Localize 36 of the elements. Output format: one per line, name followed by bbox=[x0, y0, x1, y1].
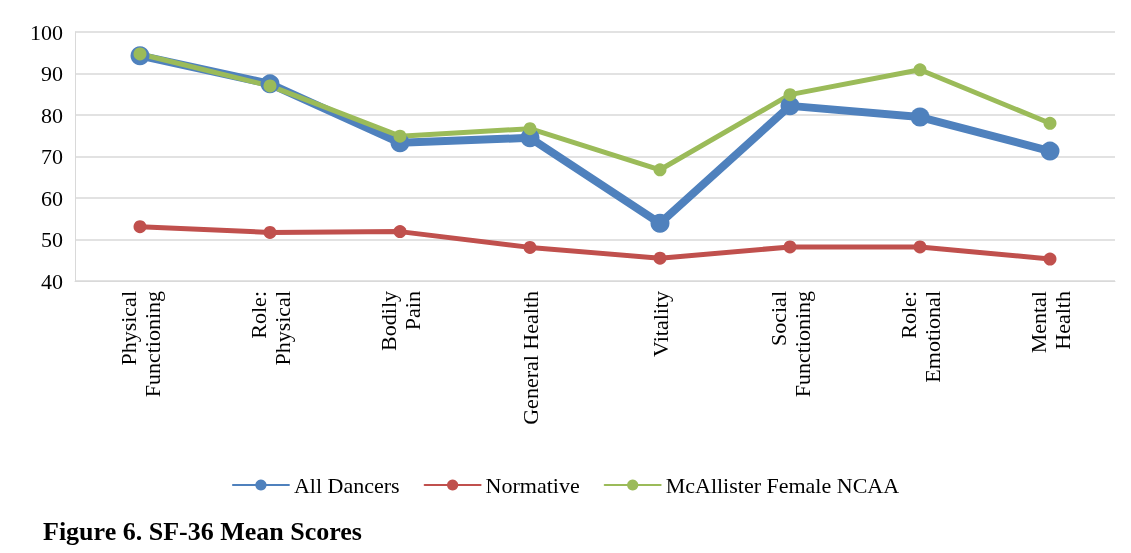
x-tick-label: Mental Health bbox=[1025, 291, 1075, 354]
y-tick-label: 50 bbox=[41, 227, 63, 252]
point bbox=[523, 122, 537, 136]
point bbox=[1043, 252, 1057, 266]
point bbox=[653, 251, 667, 265]
x-tick-label: Social Functioning bbox=[765, 291, 815, 398]
text: Figure 6. SF-36 Mean Scores bbox=[43, 516, 362, 546]
point bbox=[263, 225, 277, 239]
x-tick-label: General Health bbox=[517, 291, 543, 425]
y-tick-label: 70 bbox=[41, 144, 63, 169]
point bbox=[913, 240, 927, 254]
x-tick-label: Physical Functioning bbox=[115, 291, 165, 398]
legend-label: Normative bbox=[485, 472, 580, 498]
point bbox=[393, 225, 407, 239]
x-tick-label: Bodily Pain bbox=[375, 291, 425, 351]
y-tick-label: 90 bbox=[41, 61, 63, 86]
x-tick-label: Vitality bbox=[647, 291, 673, 357]
point bbox=[913, 63, 927, 77]
point bbox=[523, 240, 537, 254]
point bbox=[650, 213, 670, 233]
legend-label: McAllister Female NCAA bbox=[665, 472, 900, 498]
legend-label: All Dancers bbox=[293, 472, 400, 498]
point bbox=[783, 240, 797, 254]
point bbox=[393, 129, 407, 143]
y-tick-label: 60 bbox=[41, 185, 63, 211]
y-tick-label: 80 bbox=[41, 102, 63, 128]
point bbox=[910, 107, 930, 127]
point bbox=[783, 88, 797, 102]
y-tick-label: 100 bbox=[30, 19, 63, 45]
x-tick-label: Role: Physical bbox=[245, 291, 295, 366]
x-tick-label: Role: Emotional bbox=[895, 291, 945, 383]
point bbox=[133, 220, 147, 234]
point bbox=[653, 163, 667, 177]
point bbox=[1040, 141, 1060, 161]
point bbox=[1043, 116, 1057, 130]
y-tick-label: 40 bbox=[41, 268, 63, 294]
